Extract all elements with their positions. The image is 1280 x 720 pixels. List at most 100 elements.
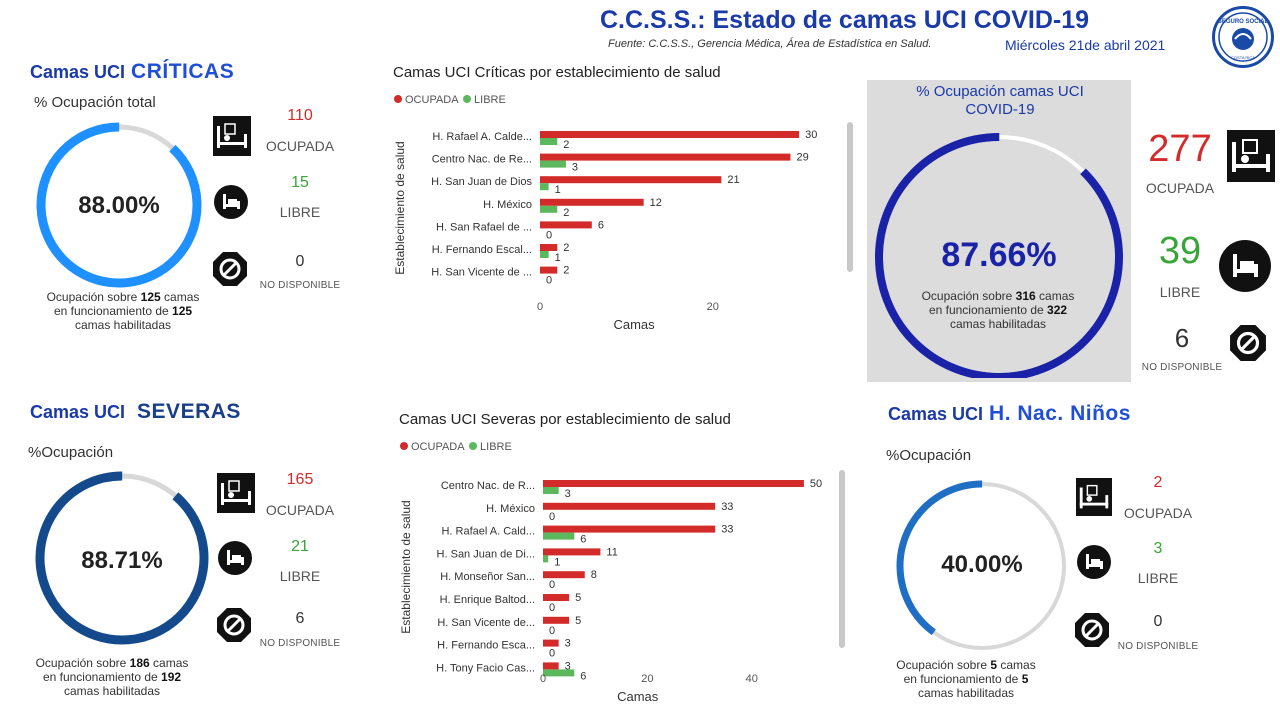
bar-ocupada-value: 6 bbox=[598, 219, 604, 231]
ninos-subtitle: %Ocupación bbox=[886, 447, 972, 464]
bar-libre bbox=[543, 487, 559, 494]
severas-bar-chart: Establecimiento de salud Centro Nac. de R… bbox=[399, 470, 845, 704]
bar-libre bbox=[543, 555, 549, 563]
total-percent: 87.66% bbox=[941, 236, 1057, 274]
bar-ocupada-value: 29 bbox=[796, 152, 808, 164]
category-label: H. México bbox=[486, 503, 535, 515]
ninos-title: Camas UCI H. Nac. Niños bbox=[888, 402, 1131, 425]
criticas-percent: 88.00% bbox=[78, 192, 160, 219]
category-label: H. Tony Facio Cas... bbox=[436, 662, 535, 674]
bar-ocupada bbox=[540, 221, 592, 229]
bar-ocupada bbox=[543, 525, 716, 533]
seguro-social-logo-icon: SEGURO SOCIAL COSTA RICA bbox=[1218, 12, 1269, 62]
bar-libre-value: 0 bbox=[549, 625, 555, 637]
severas-ocupada-label: OCUPADA bbox=[265, 502, 335, 518]
category-label: Centro Nac. de R... bbox=[441, 480, 535, 492]
criticas-libre-label: LIBRE bbox=[279, 204, 321, 220]
category-label: H. Fernando Esca... bbox=[437, 640, 535, 652]
severas-libre-value: 21 bbox=[291, 538, 309, 555]
bar-libre-value: 0 bbox=[546, 229, 552, 241]
severas-chart-legend: OCUPADA LIBRE bbox=[400, 441, 512, 453]
criticas-donut bbox=[36, 122, 202, 288]
bar-ocupada bbox=[543, 571, 585, 579]
severas-note: Ocupación sobre 186 camas en funcionamie… bbox=[35, 656, 189, 698]
report-date: Miércoles 21de abril 2021 bbox=[1005, 37, 1166, 53]
bar-ocupada bbox=[543, 480, 804, 487]
bar-ocupada bbox=[543, 548, 601, 556]
severas-libre-label: LIBRE bbox=[279, 568, 321, 584]
bar-libre-value: 0 bbox=[549, 602, 555, 614]
category-label: H. San Rafael de ... bbox=[436, 221, 532, 233]
total-title: % Ocupación camas UCI COVID-19 bbox=[916, 83, 1084, 118]
bar-libre-value: 0 bbox=[549, 648, 555, 660]
x-tick-label: 40 bbox=[746, 673, 758, 685]
svg-text:COSTA RICA: COSTA RICA bbox=[1231, 55, 1255, 60]
bed-ocupada-icon bbox=[217, 473, 255, 513]
ninos-nodisp-label: NO DISPONIBLE bbox=[1117, 641, 1199, 652]
criticas-note: Ocupación sobre 125 camas en funcionamie… bbox=[46, 290, 200, 332]
y-axis-title: Establecimiento de salud bbox=[399, 500, 413, 633]
bed-libre-icon bbox=[1219, 240, 1271, 292]
bed-libre-icon bbox=[214, 185, 248, 219]
bar-ocupada-value: 33 bbox=[721, 501, 733, 513]
severas-title: Camas UCI SEVERAS bbox=[30, 400, 241, 423]
criticas-donut-arc bbox=[36, 122, 202, 288]
x-axis-title: Camas bbox=[613, 317, 655, 332]
bar-libre bbox=[543, 532, 575, 540]
criticas-bar-chart: Establecimiento de salud H. Rafael A. Cal… bbox=[393, 122, 853, 332]
bed-ocupada-icon bbox=[1076, 478, 1112, 516]
legend-libre: LIBRE bbox=[469, 441, 512, 453]
bar-ocupada-value: 11 bbox=[606, 546, 617, 558]
bar-ocupada-value: 33 bbox=[721, 524, 733, 536]
bar-ocupada bbox=[543, 502, 716, 510]
bar-libre-value: 0 bbox=[549, 579, 555, 591]
bed-libre-icon bbox=[1077, 545, 1111, 579]
ninos-note: Ocupación sobre 5 camas en funcionamient… bbox=[896, 658, 1036, 700]
bar-libre bbox=[540, 160, 566, 168]
severas-ocupada-value: 165 bbox=[286, 471, 314, 488]
chart-scrollbar[interactable] bbox=[847, 122, 853, 272]
severas-donut bbox=[35, 471, 209, 645]
bar-ocupada bbox=[540, 176, 722, 184]
x-tick-label: 0 bbox=[540, 673, 546, 685]
bar-libre-value: 6 bbox=[580, 534, 586, 546]
bar-ocupada bbox=[540, 266, 558, 274]
x-tick-label: 20 bbox=[707, 301, 719, 313]
ccss-logo: SEGURO SOCIAL COSTA RICA bbox=[1212, 6, 1274, 68]
criticas-nodisp-value: 0 bbox=[295, 253, 305, 270]
bar-ocupada-value: 5 bbox=[575, 615, 581, 627]
bar-libre-value: 0 bbox=[546, 275, 552, 287]
criticas-title: Camas UCI CRÍTICAS bbox=[30, 60, 235, 83]
legend-ocupada: OCUPADA bbox=[400, 441, 464, 453]
bar-ocupada bbox=[543, 594, 570, 601]
bar-libre bbox=[543, 669, 575, 677]
total-panel bbox=[867, 80, 1131, 382]
severas-subtitle: %Ocupación bbox=[28, 444, 114, 461]
total-donut bbox=[875, 133, 1123, 378]
bar-ocupada-value: 30 bbox=[805, 129, 817, 141]
bar-ocupada-value: 8 bbox=[591, 569, 597, 581]
bar-ocupada bbox=[543, 662, 559, 670]
bar-libre bbox=[540, 183, 549, 191]
chart-scrollbar[interactable] bbox=[839, 470, 845, 648]
bar-libre-value: 3 bbox=[565, 488, 571, 500]
total-nodisp-label: NO DISPONIBLE bbox=[1141, 362, 1223, 373]
no-disponible-icon bbox=[212, 251, 248, 287]
ninos-libre-value: 3 bbox=[1153, 540, 1163, 557]
bar-libre-value: 6 bbox=[580, 670, 586, 682]
y-axis-title: Establecimiento de salud bbox=[393, 141, 407, 274]
no-disponible-icon bbox=[1074, 612, 1110, 648]
x-tick-label: 20 bbox=[641, 673, 653, 685]
bar-ocupada-value: 3 bbox=[565, 660, 571, 672]
criticas-chart-title: Camas UCI Críticas por establecimiento d… bbox=[393, 64, 721, 81]
category-label: H. San Vicente de... bbox=[437, 617, 535, 629]
severas-nodisp-value: 6 bbox=[295, 610, 305, 627]
severas-chart-title: Camas UCI Severas por establecimiento de… bbox=[399, 411, 731, 428]
bar-libre bbox=[540, 205, 558, 213]
category-label: H. Enrique Baltod... bbox=[440, 594, 535, 606]
bar-ocupada-value: 2 bbox=[563, 242, 569, 254]
bar-libre-value: 1 bbox=[555, 184, 561, 196]
category-label: H. Fernando Escal... bbox=[432, 244, 532, 256]
category-label: H. San Vicente de ... bbox=[431, 267, 532, 279]
bar-ocupada-value: 12 bbox=[650, 197, 662, 209]
